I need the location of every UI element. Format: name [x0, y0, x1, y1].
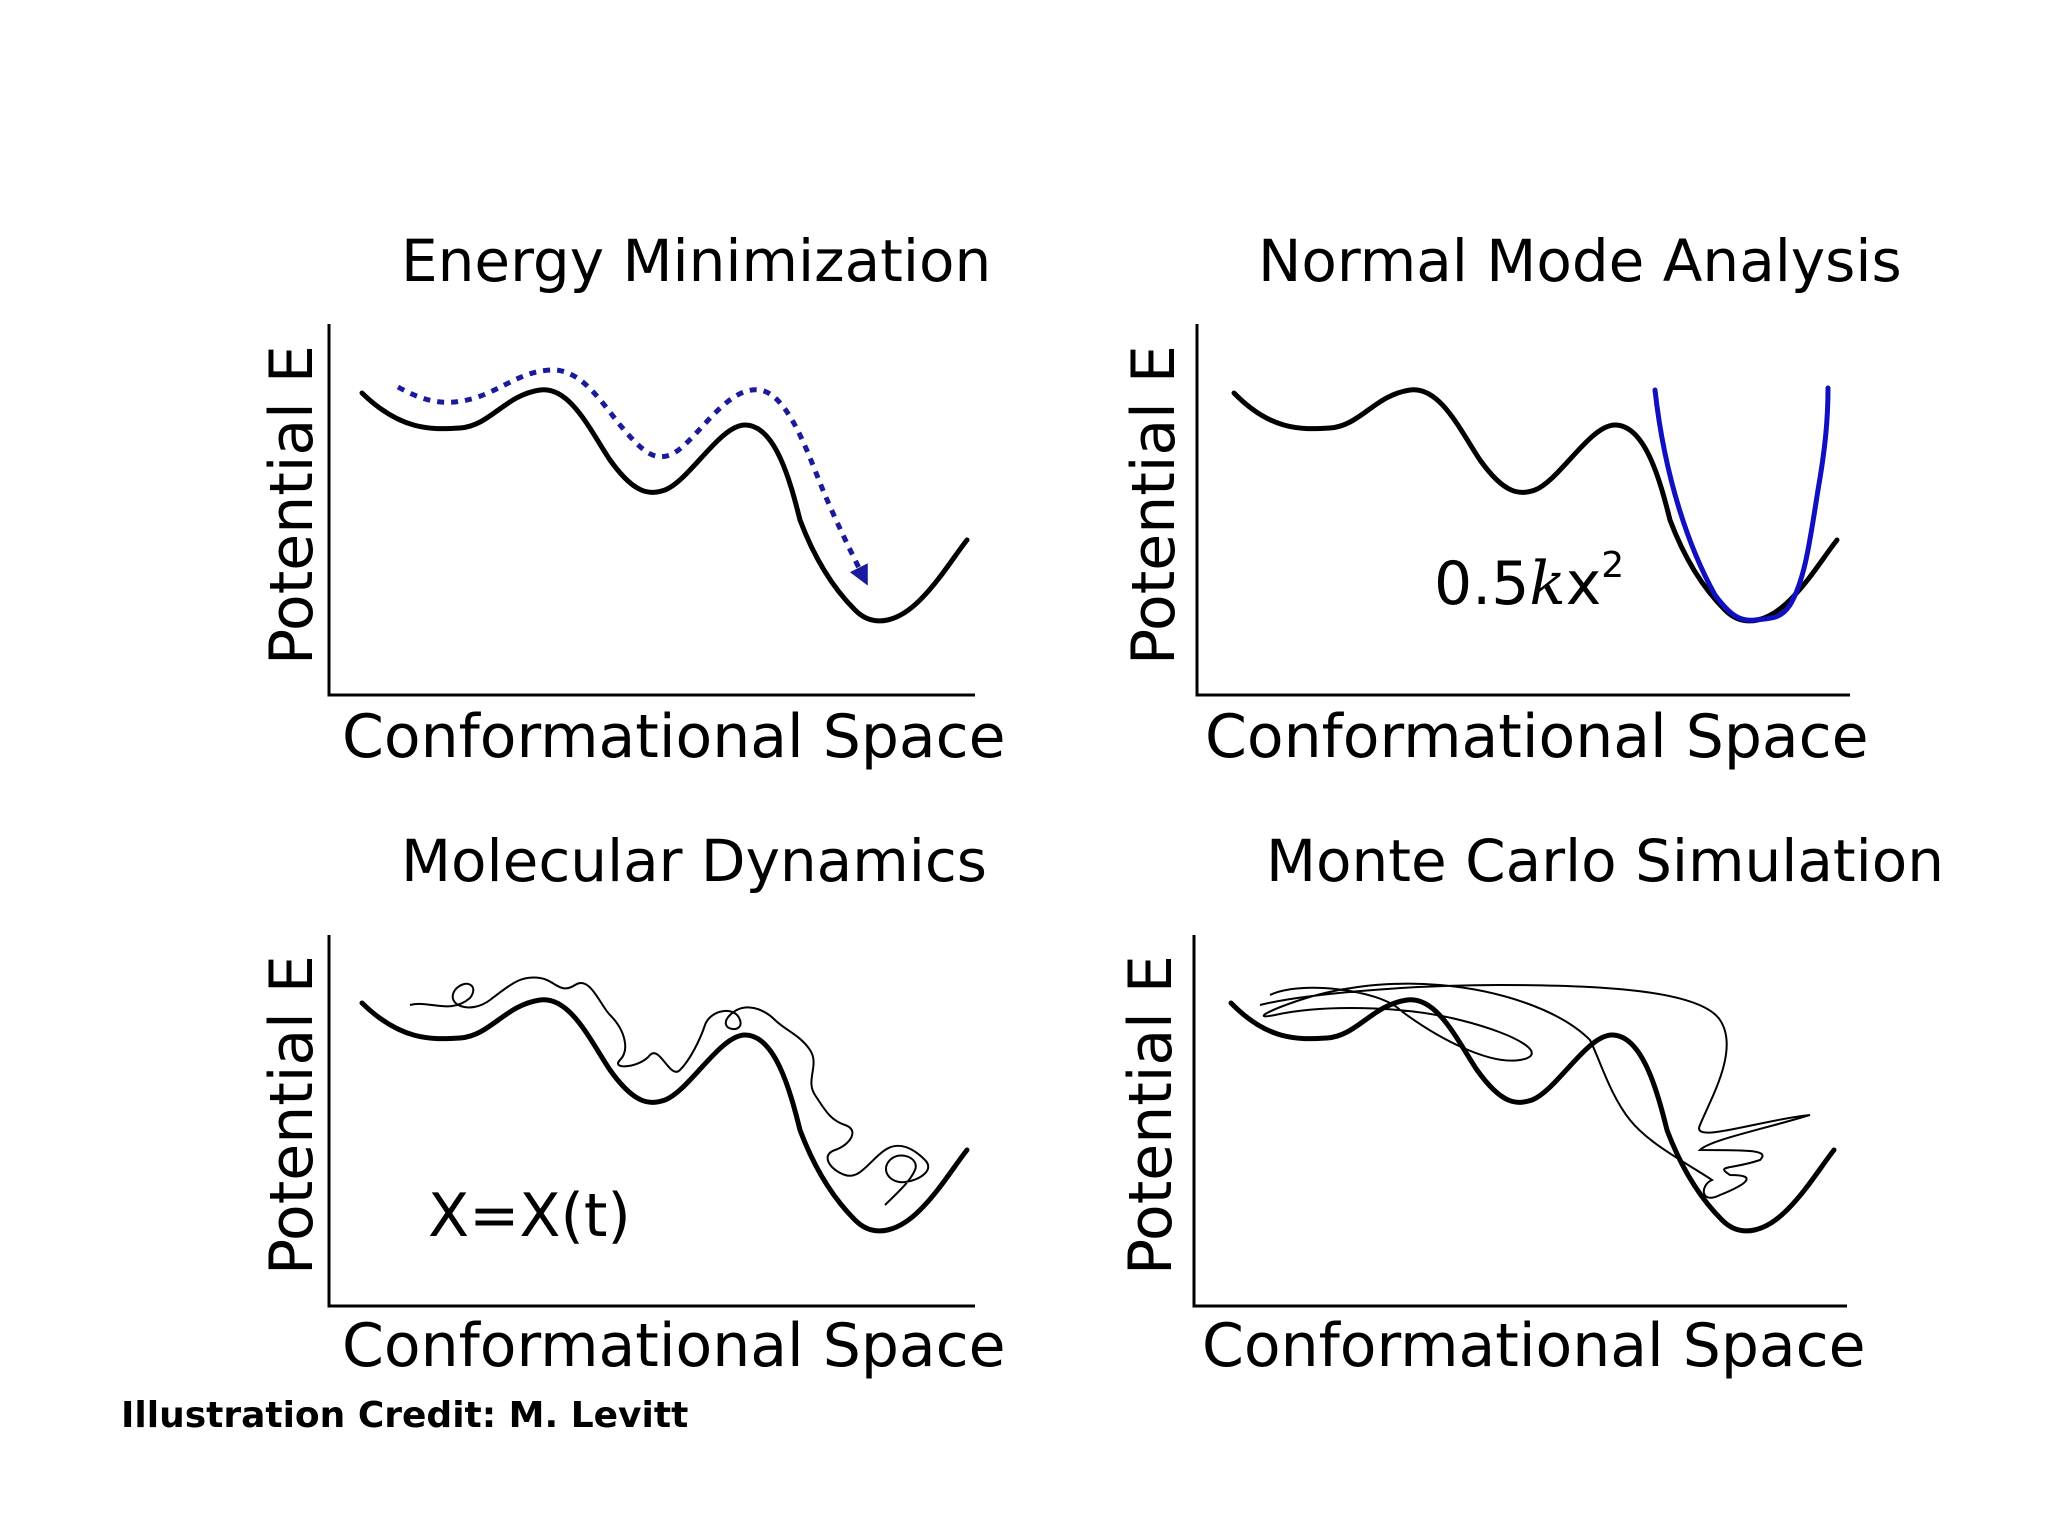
formula-coefficient: 0.5: [1434, 549, 1530, 619]
panel-energy-minimization: [327, 324, 975, 697]
md-trajectory: [409, 976, 930, 1206]
formula-k: k: [1529, 549, 1566, 619]
panel-title-energy-minimization: Energy Minimization: [401, 227, 992, 295]
harmonic-formula: 0.5kx2: [1434, 548, 1624, 615]
energy-landscape-curve: [1231, 387, 1840, 624]
axes: [1195, 324, 1850, 697]
panel-monte-carlo-simulation: [1192, 935, 1847, 1308]
x-axis-label: Conformational Space: [1205, 702, 1869, 772]
panel-title-normal-mode-analysis: Normal Mode Analysis: [1258, 227, 1902, 295]
panel-title-monte-carlo-simulation: Monte Carlo Simulation: [1266, 827, 1945, 895]
axes: [1192, 935, 1847, 1308]
descent-path: [396, 367, 869, 586]
energy-landscape-curve: [359, 387, 970, 624]
trajectory-formula: X=X(t): [428, 1181, 631, 1251]
energy-landscape-curve: [1228, 997, 1837, 1234]
panel-title-molecular-dynamics: Molecular Dynamics: [401, 827, 987, 895]
x-axis-label: Conformational Space: [342, 1311, 1006, 1381]
harmonic-approximation: [1652, 385, 1831, 623]
x-axis-label: Conformational Space: [342, 702, 1006, 772]
panel-normal-mode-analysis: [1195, 324, 1850, 697]
illustration-credit: Illustration Credit: M. Levitt: [121, 1395, 689, 1436]
formula-x: x: [1565, 549, 1602, 619]
mc-trajectory: [1259, 982, 1811, 1199]
x-axis-label: Conformational Space: [1202, 1311, 1866, 1381]
formula-exponent: 2: [1601, 545, 1625, 586]
energy-landscape-curve: [359, 997, 970, 1234]
axes: [327, 935, 975, 1308]
axes: [327, 324, 975, 697]
panel-molecular-dynamics: [327, 935, 975, 1308]
